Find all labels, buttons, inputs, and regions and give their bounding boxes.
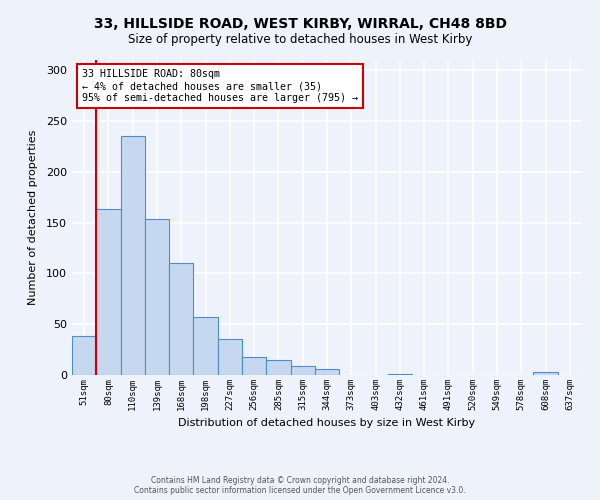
X-axis label: Distribution of detached houses by size in West Kirby: Distribution of detached houses by size …: [178, 418, 476, 428]
Bar: [266, 360, 290, 375]
Bar: [218, 340, 242, 375]
Bar: [533, 372, 558, 375]
Text: 33, HILLSIDE ROAD, WEST KIRBY, WIRRAL, CH48 8BD: 33, HILLSIDE ROAD, WEST KIRBY, WIRRAL, C…: [94, 18, 506, 32]
Y-axis label: Number of detached properties: Number of detached properties: [28, 130, 38, 305]
Bar: [121, 136, 145, 375]
Text: Contains HM Land Registry data © Crown copyright and database right 2024.
Contai: Contains HM Land Registry data © Crown c…: [134, 476, 466, 495]
Bar: [72, 336, 96, 375]
Bar: [193, 317, 218, 375]
Text: 33 HILLSIDE ROAD: 80sqm
← 4% of detached houses are smaller (35)
95% of semi-det: 33 HILLSIDE ROAD: 80sqm ← 4% of detached…: [82, 70, 358, 102]
Bar: [290, 366, 315, 375]
Text: Size of property relative to detached houses in West Kirby: Size of property relative to detached ho…: [128, 32, 472, 46]
Bar: [169, 263, 193, 375]
Bar: [96, 210, 121, 375]
Bar: [388, 374, 412, 375]
Bar: [242, 356, 266, 375]
Bar: [145, 218, 169, 375]
Bar: [315, 369, 339, 375]
